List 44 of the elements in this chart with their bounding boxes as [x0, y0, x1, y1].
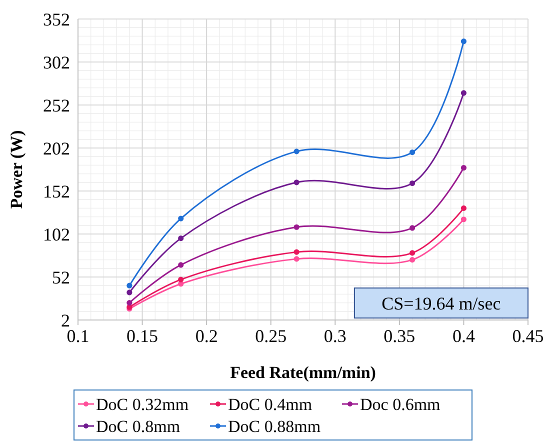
point: [178, 262, 184, 268]
point: [409, 257, 416, 263]
y-tick-label: 102: [43, 224, 70, 244]
legend-label: DoC 0.32mm: [96, 394, 189, 414]
point: [409, 150, 416, 156]
point: [126, 282, 132, 288]
legend-label: DoC 0.88mm: [228, 416, 321, 436]
y-axis-title: Power (W): [7, 130, 26, 209]
x-tick-label: 0.15: [126, 326, 158, 346]
y-tick-label: 152: [43, 181, 70, 202]
legend-label: Doc 0.6mm: [360, 394, 440, 414]
x-tick-label: 0.45: [512, 326, 544, 346]
point: [460, 164, 467, 171]
point: [460, 205, 467, 211]
y-tick-label: 202: [43, 138, 70, 158]
point: [460, 38, 467, 44]
y-tick-label: 252: [43, 95, 70, 116]
y-tick-label: 302: [43, 52, 70, 72]
point: [294, 148, 300, 154]
point: [294, 224, 300, 230]
point: [178, 276, 184, 282]
point: [126, 290, 132, 296]
point: [126, 300, 132, 306]
point: [294, 180, 300, 186]
point: [409, 225, 416, 231]
x-tick-label: 0.3: [324, 326, 346, 346]
point: [409, 180, 416, 186]
annotation: CS=19.64 m/sec: [382, 293, 501, 314]
point: [460, 90, 467, 96]
y-tick-label: 52: [52, 267, 70, 288]
point: [294, 249, 300, 255]
x-tick-label: 0.2: [195, 326, 218, 346]
point: [178, 216, 184, 222]
legend-label: DoC 0.8mm: [96, 416, 180, 436]
x-tick-label: 0.25: [255, 326, 287, 346]
point: [178, 236, 184, 242]
x-tick-label: 0.4: [452, 326, 475, 346]
point: [460, 216, 467, 222]
legend-label: DoC 0.4mm: [228, 394, 312, 414]
y-tick-label: 352: [43, 9, 70, 30]
x-tick-label: 0.35: [384, 326, 416, 346]
point: [409, 250, 416, 256]
x-axis-title: Feed Rate(mm/min): [230, 363, 376, 382]
point: [294, 256, 300, 262]
